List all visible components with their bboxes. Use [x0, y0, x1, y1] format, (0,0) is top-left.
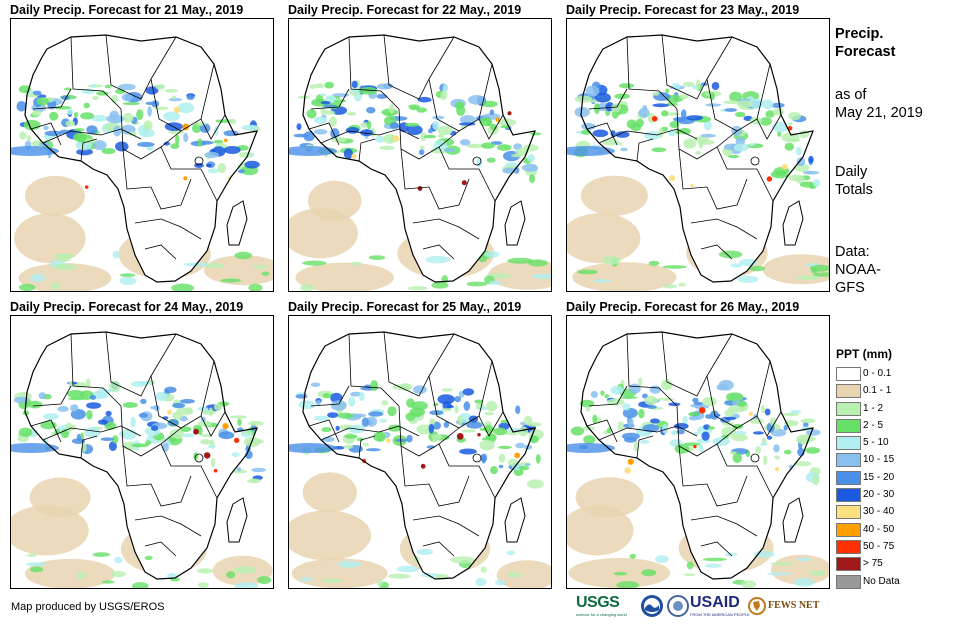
usgs-logo: USGS science for a changing world — [576, 594, 627, 617]
info-title: Precip. Forecast — [835, 26, 896, 60]
panel-title: Daily Precip. Forecast for 25 May., 2019 — [288, 300, 522, 314]
forecast-map — [10, 18, 274, 292]
legend-label: > 75 — [863, 558, 883, 570]
forecast-map — [10, 315, 274, 589]
legend-swatch — [836, 488, 861, 503]
legend-swatch — [836, 453, 861, 468]
legend-swatch — [836, 505, 861, 520]
info-data-source: Data: NOAA- GFS — [835, 244, 881, 296]
agency-logos: USGS science for a changing world USAID … — [576, 594, 826, 622]
noaa-logo — [640, 594, 664, 622]
legend-label: 2 - 5 — [863, 419, 884, 431]
legend-swatch — [836, 522, 861, 537]
panel-title: Daily Precip. Forecast for 22 May., 2019 — [288, 3, 522, 17]
legend-swatch — [836, 557, 861, 572]
map-credit: Map produced by USGS/EROS — [11, 601, 165, 613]
legend-item: 0.1 - 1 — [836, 383, 966, 400]
legend-item: 10 - 15 — [836, 452, 966, 469]
legend-swatch — [836, 384, 861, 399]
forecast-panel-4: Daily Precip. Forecast for 24 May., 2019 — [10, 299, 274, 589]
panel-title: Daily Precip. Forecast for 24 May., 2019 — [10, 300, 244, 314]
noaa-seal-icon — [641, 595, 663, 617]
legend-item: 1 - 2 — [836, 401, 966, 418]
legend-label: 50 - 75 — [863, 540, 895, 552]
legend-item: 20 - 30 — [836, 487, 966, 504]
legend-label: 10 - 15 — [863, 454, 895, 466]
legend-item: 0 - 0.1 — [836, 366, 966, 383]
panel-title: Daily Precip. Forecast for 26 May., 2019 — [566, 300, 800, 314]
fews-net-logo: FEWS NET — [748, 594, 828, 622]
forecast-map — [566, 18, 830, 292]
legend-label: 0.1 - 1 — [863, 385, 892, 397]
legend-label: 0 - 0.1 — [863, 368, 892, 379]
legend-swatch — [836, 470, 861, 485]
usaid-logo: USAID FROM THE AMERICAN PEOPLE — [690, 594, 750, 617]
legend-label: 5 - 10 — [863, 437, 889, 449]
legend-label: No Data — [863, 575, 900, 587]
forecast-panel-2: Daily Precip. Forecast for 22 May., 2019 — [288, 2, 552, 292]
forecast-panel-3: Daily Precip. Forecast for 23 May., 2019 — [566, 2, 830, 292]
legend-swatch — [836, 436, 861, 451]
legend: 0 - 0.1 0.1 - 1 1 - 2 2 - 5 5 - 10 10 - 15 15 … — [836, 366, 966, 591]
panel-title: Daily Precip. Forecast for 23 May., 2019 — [566, 3, 800, 17]
panel-title: Daily Precip. Forecast for 21 May., 2019 — [10, 3, 244, 17]
forecast-panel-6: Daily Precip. Forecast for 26 May., 2019 — [566, 299, 830, 589]
legend-swatch — [836, 401, 861, 416]
legend-label: 40 - 50 — [863, 523, 895, 535]
forecast-map — [288, 18, 552, 292]
legend-swatch — [836, 367, 861, 381]
forecast-map — [288, 315, 552, 589]
legend-label: 20 - 30 — [863, 489, 895, 501]
seal-icon — [667, 595, 689, 617]
legend-item: 15 - 20 — [836, 470, 966, 487]
legend-swatch — [836, 418, 861, 433]
legend-item: 50 - 75 — [836, 539, 966, 556]
legend-title: PPT (mm) — [836, 347, 893, 361]
legend-label: 30 - 40 — [863, 506, 895, 518]
globe-icon — [748, 597, 766, 615]
legend-item: 5 - 10 — [836, 435, 966, 452]
legend-item: 40 - 50 — [836, 522, 966, 539]
forecast-map — [566, 315, 830, 589]
legend-swatch — [836, 539, 861, 554]
legend-item: > 75 — [836, 556, 966, 573]
info-as-of: as of May 21, 2019 — [835, 87, 923, 121]
forecast-panel-5: Daily Precip. Forecast for 25 May., 2019 — [288, 299, 552, 589]
legend-label: 15 - 20 — [863, 471, 895, 483]
legend-item: 30 - 40 — [836, 504, 966, 521]
forecast-panel-1: Daily Precip. Forecast for 21 May., 2019 — [10, 2, 274, 292]
legend-label: 1 - 2 — [863, 402, 884, 414]
legend-swatch — [836, 574, 861, 589]
info-daily-totals: Daily Totals — [835, 164, 873, 198]
legend-item: No Data — [836, 574, 966, 591]
doi-logo — [667, 594, 689, 622]
legend-item: 2 - 5 — [836, 418, 966, 435]
